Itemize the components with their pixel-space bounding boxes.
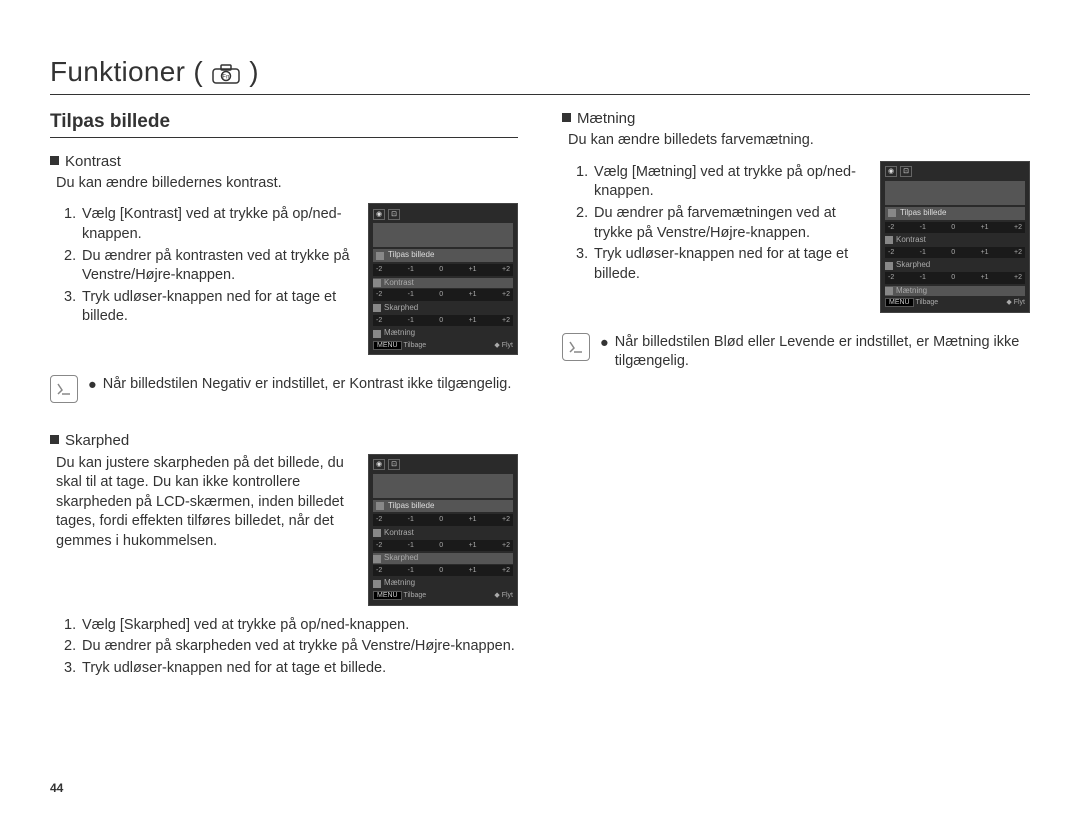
kontrast-intro: Du kan ændre billedernes kontrast. xyxy=(50,174,518,194)
sharpness-icon xyxy=(373,555,381,563)
saturation-icon xyxy=(373,330,381,338)
lcd-title-row: Tilpas billede xyxy=(885,207,1025,220)
maetning-block: Mætning Du kan ændre billedets farvemætn… xyxy=(562,109,1030,372)
list-item: 1.Vælg [Mætning] ved at trykke på op/ned… xyxy=(576,163,866,202)
camera-icon: Fn xyxy=(211,60,241,92)
lcd-footer: MENU Tilbage◆ Flyt xyxy=(373,341,513,350)
skarphed-steps: 1.Vælg [Skarphed] ved at trykke på op/ne… xyxy=(50,616,518,679)
list-item: 1.Vælg [Kontrast] ved at trykke på op/ne… xyxy=(64,205,354,244)
note-icon xyxy=(50,375,78,403)
list-item: 2.Du ændrer på farvemætningen ved at try… xyxy=(576,204,866,243)
kontrast-note: ● Når billedstilen Negativ er indstillet… xyxy=(50,375,518,403)
skarphed-block: Skarphed Du kan justere skarpheden på de… xyxy=(50,431,518,678)
kontrast-steps: 1.Vælg [Kontrast] ved at trykke på op/ne… xyxy=(50,203,354,326)
maetning-steps: 1.Vælg [Mætning] ved at trykke på op/ned… xyxy=(562,161,866,284)
page-number: 44 xyxy=(50,781,63,795)
skarphed-heading: Skarphed xyxy=(50,431,518,451)
lcd-top-icons: ◉⊡ xyxy=(373,458,513,472)
maetning-body: 1.Vælg [Mætning] ved at trykke på op/ned… xyxy=(562,161,1030,313)
contrast-icon xyxy=(373,529,381,537)
svg-text:Fn: Fn xyxy=(222,75,230,81)
list-item: 1.Vælg [Skarphed] ved at trykke på op/ne… xyxy=(64,616,518,636)
kontrast-block: Kontrast Du kan ændre billedernes kontra… xyxy=(50,152,518,404)
skarphed-intro: Du kan justere skarpheden på det billede… xyxy=(50,454,354,552)
square-bullet-icon xyxy=(50,156,59,165)
kontrast-heading: Kontrast xyxy=(50,152,518,172)
kontrast-body: 1.Vælg [Kontrast] ved at trykke på op/ne… xyxy=(50,203,518,355)
lcd-footer: MENU Tilbage◆ Flyt xyxy=(885,298,1025,307)
lcd-thumbnail xyxy=(373,223,513,247)
lcd-title-row: Tilpas billede xyxy=(373,500,513,513)
adjust-icon xyxy=(376,502,384,510)
list-item: 3.Tryk udløser-knappen ned for at tage e… xyxy=(64,659,518,679)
sharpness-icon xyxy=(373,304,381,312)
lcd-ticks: -2-10+1+2 xyxy=(373,540,513,551)
lcd-row-skarphed: Skarphed xyxy=(373,553,513,564)
list-item: 2.Du ændrer på kontrasten ved at trykke … xyxy=(64,247,354,286)
maetning-note: ● Når billedstilen Blød eller Levende er… xyxy=(562,333,1030,372)
square-bullet-icon xyxy=(50,435,59,444)
lcd-top-icons: ◉⊡ xyxy=(373,207,513,221)
list-item: 2.Du ændrer på skarpheden ved at trykke … xyxy=(64,637,518,657)
right-column: Mætning Du kan ændre billedets farvemætn… xyxy=(562,109,1030,678)
lcd-maetning: ◉⊡ Tilpas billede -2-10+1+2 Kontrast -2-… xyxy=(880,161,1030,313)
lcd-row-maetning: Mætning xyxy=(373,578,513,589)
left-column: Tilpas billede Kontrast Du kan ændre bil… xyxy=(50,109,518,678)
lcd-ticks: -2-10+1+2 xyxy=(373,565,513,576)
note-icon xyxy=(562,333,590,361)
lcd-row-kontrast: Kontrast xyxy=(885,235,1025,246)
lcd-row-skarphed: Skarphed xyxy=(885,260,1025,271)
lcd-ticks: -2-10+1+2 xyxy=(373,289,513,300)
lcd-thumbnail xyxy=(885,181,1025,205)
maetning-heading: Mætning xyxy=(562,109,1030,129)
square-bullet-icon xyxy=(562,113,571,122)
lcd-skarphed: ◉⊡ Tilpas billede -2-10+1+2 Kontrast -2-… xyxy=(368,454,518,606)
lcd-ticks: -2-10+1+2 xyxy=(885,222,1025,233)
lcd-ticks: -2-10+1+2 xyxy=(373,264,513,275)
page-title-text: Funktioner ( xyxy=(50,56,203,87)
adjust-icon xyxy=(888,209,896,217)
bullet-dot-icon: ● xyxy=(600,334,609,372)
lcd-row-maetning: Mætning xyxy=(373,328,513,339)
saturation-icon xyxy=(885,287,893,295)
content-columns: Tilpas billede Kontrast Du kan ændre bil… xyxy=(50,109,1030,678)
maetning-intro: Du kan ændre billedets farvemætning. xyxy=(562,131,1030,151)
lcd-row-kontrast: Kontrast xyxy=(373,278,513,289)
lcd-kontrast: ◉⊡ Tilpas billede -2-10+1+2 Kontrast -2-… xyxy=(368,203,518,355)
saturation-icon xyxy=(373,580,381,588)
list-item: 3.Tryk udløser-knappen ned for at tage e… xyxy=(64,288,354,327)
lcd-title-row: Tilpas billede xyxy=(373,249,513,262)
adjust-icon xyxy=(376,252,384,260)
lcd-ticks: -2-10+1+2 xyxy=(885,272,1025,283)
lcd-footer: MENU Tilbage◆ Flyt xyxy=(373,591,513,600)
lcd-top-icons: ◉⊡ xyxy=(885,165,1025,179)
sharpness-icon xyxy=(885,262,893,270)
lcd-row-skarphed: Skarphed xyxy=(373,303,513,314)
lcd-thumbnail xyxy=(373,474,513,498)
note-text: ● Når billedstilen Blød eller Levende er… xyxy=(600,333,1030,372)
contrast-icon xyxy=(885,236,893,244)
skarphed-body: Du kan justere skarpheden på det billede… xyxy=(50,454,518,606)
lcd-ticks: -2-10+1+2 xyxy=(373,315,513,326)
page-title-suffix: ) xyxy=(249,56,259,87)
bullet-dot-icon: ● xyxy=(88,376,97,396)
lcd-ticks: -2-10+1+2 xyxy=(885,247,1025,258)
list-item: 3.Tryk udløser-knappen ned for at tage e… xyxy=(576,245,866,284)
page-title: Funktioner ( Fn ) xyxy=(50,56,1030,95)
note-text: ● Når billedstilen Negativ er indstillet… xyxy=(88,375,518,396)
contrast-icon xyxy=(373,279,381,287)
section-title-tilpas: Tilpas billede xyxy=(50,109,518,138)
lcd-row-kontrast: Kontrast xyxy=(373,528,513,539)
lcd-row-maetning: Mætning xyxy=(885,286,1025,297)
lcd-ticks: -2-10+1+2 xyxy=(373,514,513,525)
